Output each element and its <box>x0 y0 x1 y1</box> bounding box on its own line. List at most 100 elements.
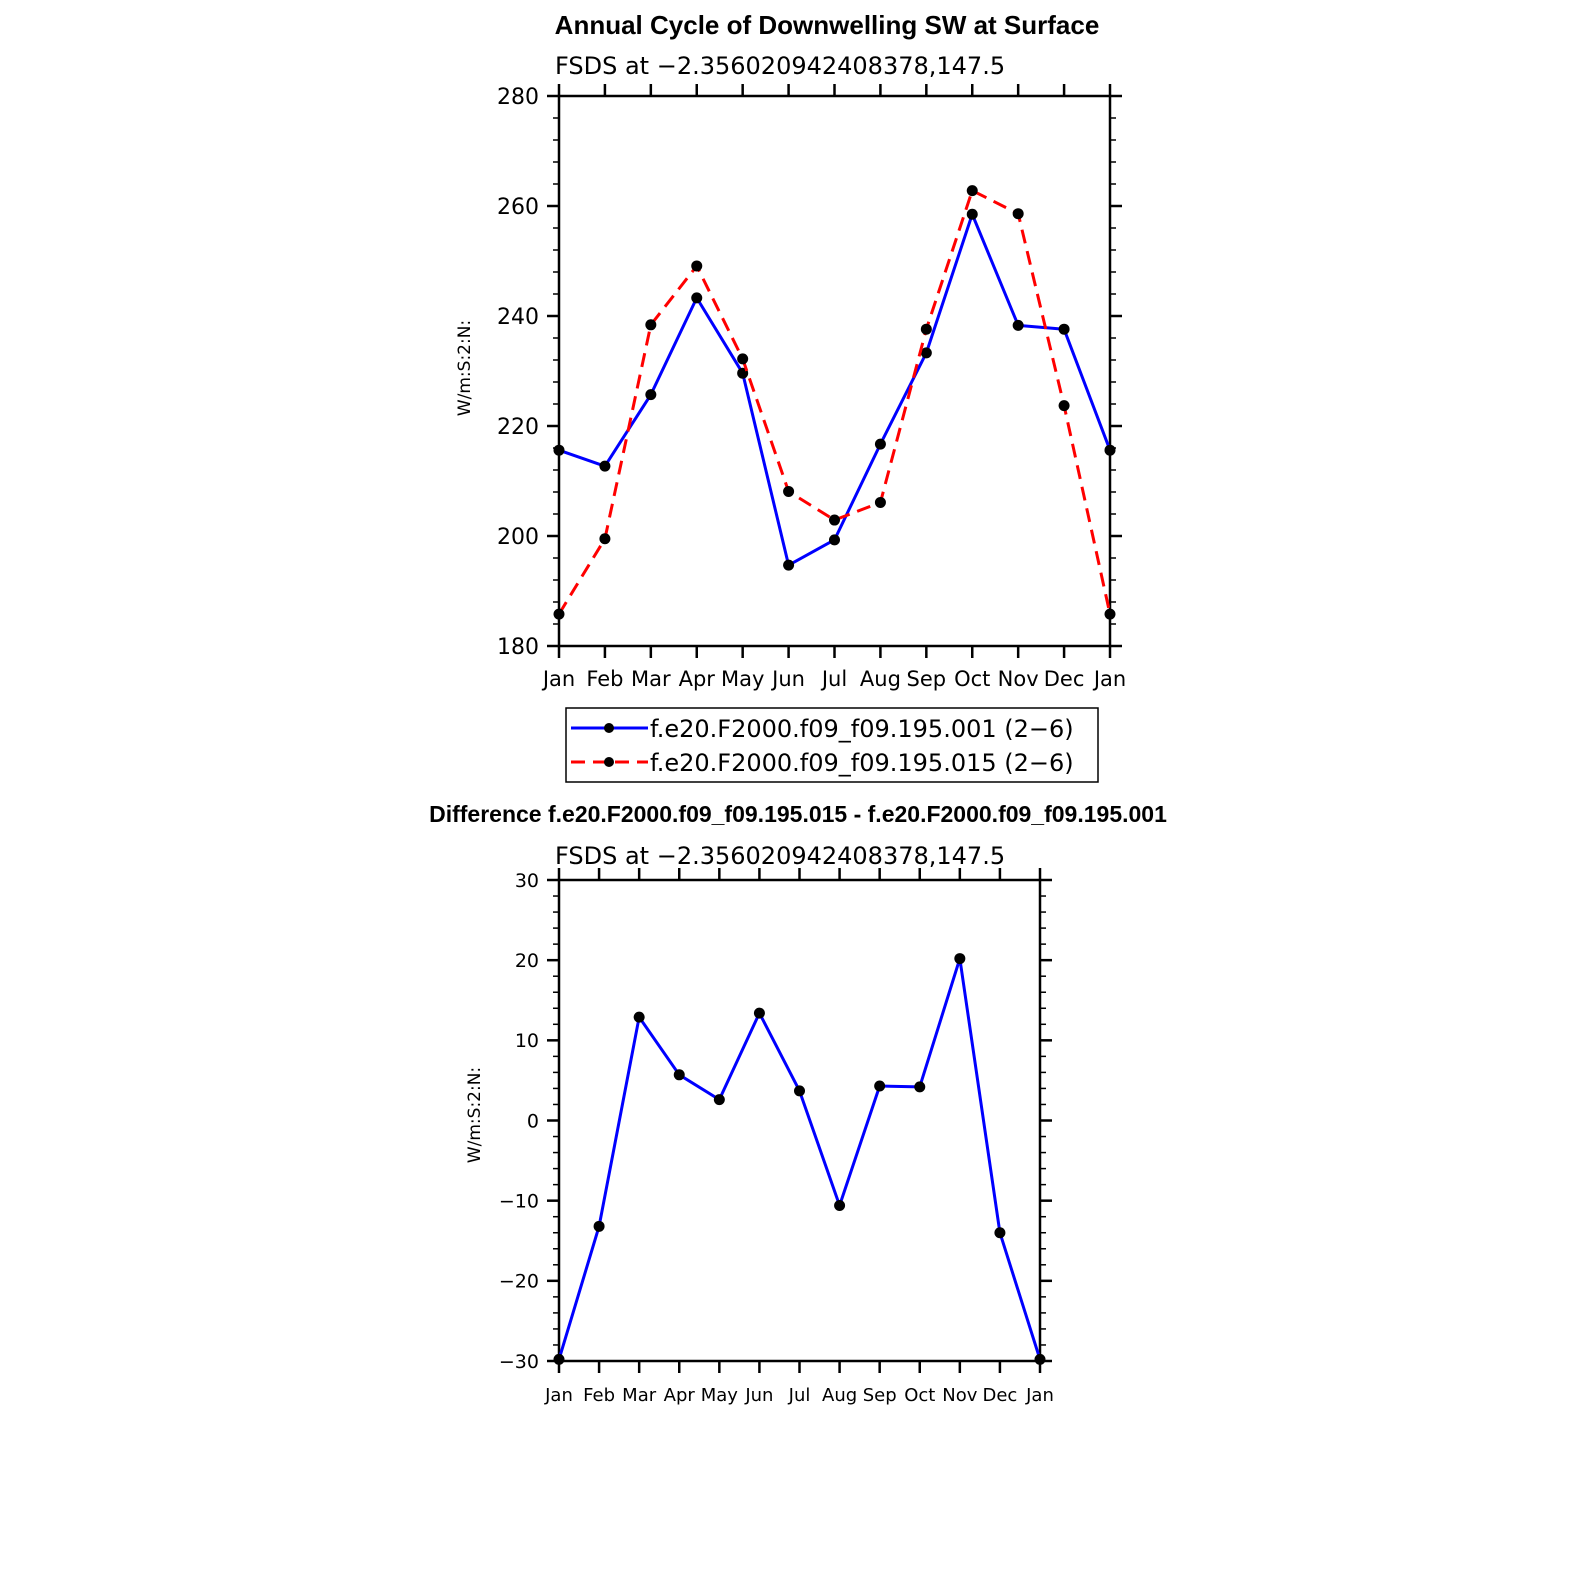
top-series-2-point <box>874 496 886 508</box>
x-tick-label: Aug <box>822 1385 857 1406</box>
top-series-2-point <box>1104 608 1116 620</box>
bottom-series-1-point <box>713 1094 725 1106</box>
legend-marker-series-2 <box>604 757 614 767</box>
top-series-1-point <box>829 534 840 546</box>
x-tick-label: Sep <box>907 667 947 691</box>
top-series-2-point <box>783 485 795 497</box>
y-tick-label: 260 <box>497 195 539 220</box>
bottom-chart-subtitle: FSDS at −2.356020942408378,147.5 <box>555 842 1005 870</box>
top-series-2-point <box>1058 400 1070 412</box>
top-series-2-point <box>1012 208 1024 220</box>
x-tick-label: Jan <box>1025 1385 1054 1406</box>
top-series-2-point <box>920 323 932 335</box>
top-series-1-point <box>553 444 565 456</box>
top-series-1-point <box>599 460 611 472</box>
x-tick-label: Jul <box>820 667 847 691</box>
x-tick-label: Nov <box>998 667 1039 691</box>
top-x-axis: Jan Feb Mar Apr May Jun Jul Aug Sep Oct Nov Dec Jan <box>541 84 1126 691</box>
x-tick-label: Jun <box>770 667 805 691</box>
bottom-series-1-point <box>553 1353 565 1365</box>
y-tick-label: −20 <box>499 1271 539 1293</box>
x-tick-label: Dec <box>982 1385 1017 1406</box>
top-y-axis: 180 200 220 240 260 280 <box>497 85 1122 660</box>
y-tick-label: 280 <box>497 85 539 110</box>
x-tick-label: Mar <box>622 1385 657 1406</box>
top-series-line-1 <box>558 212 1112 567</box>
top-chart: Annual Cycle of Downwelling SW at Surfac… <box>455 10 1126 783</box>
legend-label-series-2: f.e20.F2000.f09_f09.195.015 (2−6) <box>650 749 1074 777</box>
x-tick-label: Feb <box>583 1385 615 1406</box>
top-series-1-point <box>645 389 657 401</box>
bottom-series-1-point <box>994 1227 1006 1239</box>
x-tick-label: Nov <box>942 1385 977 1406</box>
legend-label-series-1: f.e20.F2000.f09_f09.195.001 (2−6) <box>650 715 1074 743</box>
x-tick-label: Dec <box>1044 667 1085 691</box>
bottom-series-1-point <box>834 1199 846 1211</box>
bottom-series-1-point <box>633 1011 645 1023</box>
x-tick-label: Oct <box>954 667 990 691</box>
top-series-2-point <box>599 533 611 545</box>
x-tick-label: May <box>701 1385 739 1406</box>
x-tick-label: Jul <box>788 1385 811 1406</box>
x-tick-label: Jan <box>541 667 575 691</box>
top-chart-ylabel: W/m:S:2:N: <box>455 320 475 416</box>
x-tick-label: Apr <box>679 667 716 691</box>
top-series-2-point <box>737 353 749 365</box>
y-tick-label: 220 <box>497 415 539 440</box>
top-series-2-point <box>691 260 703 272</box>
bottom-series-1-point <box>753 1007 765 1019</box>
y-tick-label: 200 <box>497 525 539 550</box>
top-chart-title: Annual Cycle of Downwelling SW at Surfac… <box>555 10 1100 40</box>
bottom-y-axis: −30 −20 −10 0 10 20 30 <box>499 870 1052 1373</box>
bottom-series-1-point <box>794 1085 805 1097</box>
bottom-chart-ylabel: W/m:S:2:N: <box>465 1067 485 1163</box>
top-series-1-point <box>966 208 978 220</box>
top-series-group <box>553 185 1116 620</box>
y-tick-label: 180 <box>497 635 539 660</box>
y-tick-label: 0 <box>527 1110 539 1132</box>
top-series-1-point <box>1058 323 1070 335</box>
top-chart-subtitle: FSDS at −2.356020942408378,147.5 <box>555 52 1005 80</box>
bottom-plot-frame <box>557 878 1042 1363</box>
y-tick-label: −30 <box>499 1351 539 1373</box>
bottom-series-1-point <box>914 1081 926 1093</box>
bottom-series-1-point <box>954 953 966 965</box>
bottom-chart-title: Difference f.e20.F2000.f09_f09.195.015 -… <box>429 801 1167 827</box>
x-tick-label: Oct <box>904 1385 935 1406</box>
y-tick-label: 10 <box>515 1030 539 1052</box>
top-series-1-point <box>920 347 932 359</box>
top-legend: f.e20.F2000.f09_f09.195.001 (2−6) f.e20.… <box>565 707 1099 783</box>
top-series-1-point <box>1104 444 1116 456</box>
bottom-series-1-point <box>874 1080 886 1092</box>
x-tick-label: Jun <box>744 1385 773 1406</box>
plot-border <box>557 94 1112 648</box>
top-series-1-point <box>1012 319 1024 331</box>
x-tick-label: Jan <box>1092 667 1126 691</box>
bottom-series-1-point <box>1034 1353 1046 1365</box>
top-plot-frame <box>557 94 1112 648</box>
top-series-2-point <box>553 608 565 620</box>
x-tick-label: Aug <box>860 667 901 691</box>
y-tick-label: 240 <box>497 305 539 330</box>
top-series-line-2 <box>557 189 1112 615</box>
bottom-series-1-point <box>593 1220 605 1232</box>
top-series-2-point <box>645 319 657 331</box>
x-tick-label: Sep <box>863 1385 897 1406</box>
y-tick-label: 30 <box>515 870 539 892</box>
top-series-1-point <box>874 438 886 450</box>
top-series-1-point <box>783 559 795 571</box>
x-tick-label: May <box>721 667 764 691</box>
y-tick-label: −10 <box>499 1191 539 1213</box>
bottom-series-group <box>553 953 1046 1365</box>
x-tick-label: Apr <box>664 1385 696 1406</box>
bottom-x-axis: Jan Feb Mar Apr May Jun Jul Aug Sep Oct Nov Dec Jan <box>544 868 1054 1406</box>
top-series-2-point <box>829 514 840 526</box>
bottom-chart: Difference f.e20.F2000.f09_f09.195.015 -… <box>429 801 1167 1406</box>
x-tick-label: Mar <box>631 667 671 691</box>
x-tick-label: Jan <box>544 1385 573 1406</box>
bottom-series-line-1 <box>557 957 1042 1360</box>
y-tick-label: 20 <box>515 950 539 972</box>
top-series-1-point <box>691 292 703 304</box>
bottom-series-1-point <box>673 1069 685 1081</box>
